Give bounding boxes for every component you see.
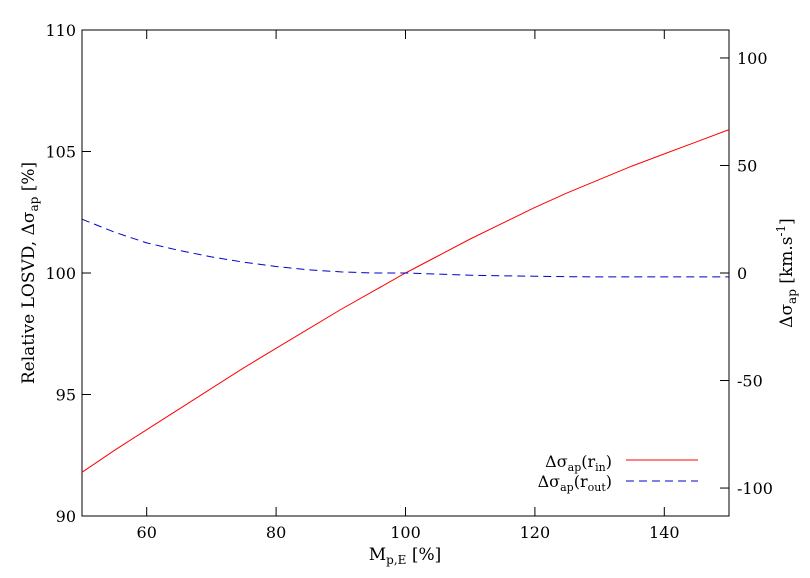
left-y-tick-label-110: 110 (45, 21, 76, 40)
x-tick-label-100: 100 (390, 523, 421, 542)
right-y-tick-label--50: -50 (737, 372, 763, 391)
left-y-axis-title: Relative LOSVD, Δσap [%] (19, 162, 41, 384)
x-tick-label-80: 80 (266, 523, 286, 542)
left-y-tick-label-100: 100 (45, 264, 76, 283)
legend-label-rout: Δσap(rout) (538, 472, 612, 494)
left-y-axis-ticks: 90 95 100 105 110 (45, 21, 91, 526)
right-y-tick-label-0: 0 (737, 264, 747, 283)
legend-entry-rout: Δσap(rout) (538, 472, 698, 494)
left-y-tick-label-95: 95 (56, 386, 76, 405)
x-tick-label-140: 140 (649, 523, 680, 542)
left-y-tick-label-90: 90 (56, 507, 76, 526)
right-y-tick-label--100: -100 (737, 479, 773, 498)
x-tick-label-60: 60 (137, 523, 157, 542)
series-line-in (81, 129, 730, 473)
x-tick-label-120: 120 (520, 523, 551, 542)
right-y-axis-ticks: -100 -50 0 50 100 (720, 49, 773, 498)
right-y-axis-title: Δσap [km.s-1] (774, 218, 799, 328)
series-line-out (81, 218, 729, 278)
legend-entry-rin: Δσap(rin) (545, 452, 698, 474)
left-y-tick-label-105: 105 (45, 143, 76, 162)
right-y-tick-label-50: 50 (737, 156, 757, 175)
series-layer (81, 129, 730, 473)
legend-label-rin: Δσap(rin) (545, 452, 612, 474)
x-axis-ticks: 60 80 100 120 140 (137, 30, 680, 542)
right-y-tick-label-100: 100 (737, 49, 768, 68)
legend: Δσap(rin) Δσap(rout) (538, 452, 698, 494)
x-axis-title: Mp,E [%] (369, 545, 442, 567)
